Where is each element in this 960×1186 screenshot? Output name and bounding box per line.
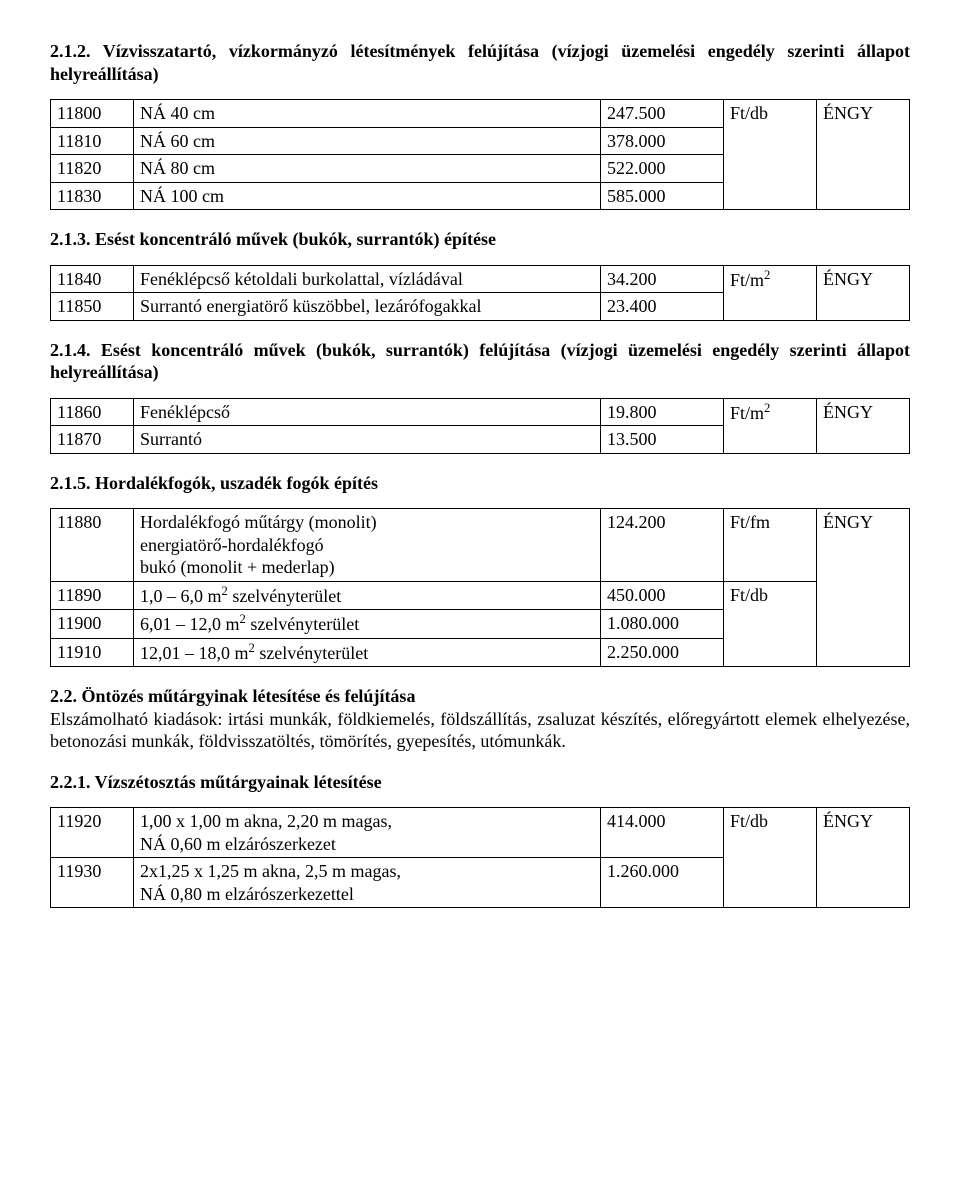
cell-code: 11820 bbox=[51, 155, 134, 183]
cell-code: 11890 bbox=[51, 581, 134, 610]
cell-source: ÉNGY bbox=[817, 808, 910, 908]
cell-code: 11860 bbox=[51, 398, 134, 426]
section-heading-221: 2.2.1. Vízszétosztás műtárgyainak létesí… bbox=[50, 771, 910, 794]
cell-value: 1.260.000 bbox=[601, 858, 724, 908]
cell-value: 585.000 bbox=[601, 182, 724, 210]
cell-source: ÉNGY bbox=[817, 265, 910, 320]
cell-unit: Ft/m2 bbox=[724, 265, 817, 320]
table-215: 11880 Hordalékfogó műtárgy (monolit)ener… bbox=[50, 508, 910, 667]
cell-code: 11930 bbox=[51, 858, 134, 908]
cell-desc: 12,01 – 18,0 m2 szelvényterület bbox=[134, 638, 601, 667]
cell-desc: Surrantó energiatörő küszöbbel, lezárófo… bbox=[134, 293, 601, 321]
cell-unit: Ft/db bbox=[724, 581, 817, 667]
cell-value: 2.250.000 bbox=[601, 638, 724, 667]
cell-value: 124.200 bbox=[601, 509, 724, 582]
cell-code: 11830 bbox=[51, 182, 134, 210]
section-heading-214: 2.1.4. Esést koncentráló művek (bukók, s… bbox=[50, 339, 910, 384]
cell-source: ÉNGY bbox=[817, 509, 910, 667]
cell-value: 414.000 bbox=[601, 808, 724, 858]
cell-desc: NÁ 40 cm bbox=[134, 100, 601, 128]
cell-desc: Surrantó bbox=[134, 426, 601, 454]
cell-desc: Hordalékfogó műtárgy (monolit)energiatör… bbox=[134, 509, 601, 582]
table-row: 11840 Fenéklépcső kétoldali burkolattal,… bbox=[51, 265, 910, 293]
cell-value: 247.500 bbox=[601, 100, 724, 128]
cell-value: 19.800 bbox=[601, 398, 724, 426]
table-row: 11880 Hordalékfogó műtárgy (monolit)ener… bbox=[51, 509, 910, 582]
cell-value: 522.000 bbox=[601, 155, 724, 183]
cell-desc: NÁ 60 cm bbox=[134, 127, 601, 155]
cell-desc: 1,00 x 1,00 m akna, 2,20 m magas,NÁ 0,60… bbox=[134, 808, 601, 858]
table-row: 11860 Fenéklépcső 19.800 Ft/m2 ÉNGY bbox=[51, 398, 910, 426]
cell-code: 11810 bbox=[51, 127, 134, 155]
cell-code: 11850 bbox=[51, 293, 134, 321]
cell-code: 11900 bbox=[51, 610, 134, 639]
cell-code: 11920 bbox=[51, 808, 134, 858]
cell-code: 11880 bbox=[51, 509, 134, 582]
cell-desc: Fenéklépcső kétoldali burkolattal, vízlá… bbox=[134, 265, 601, 293]
cell-unit: Ft/fm bbox=[724, 509, 817, 582]
section-heading-212: 2.1.2. Vízvisszatartó, vízkormányzó léte… bbox=[50, 40, 910, 85]
cell-desc: NÁ 100 cm bbox=[134, 182, 601, 210]
cell-code: 11840 bbox=[51, 265, 134, 293]
cell-value: 23.400 bbox=[601, 293, 724, 321]
section-22: 2.2. Öntözés műtárgyinak létesítése és f… bbox=[50, 685, 910, 753]
cell-unit: Ft/db bbox=[724, 808, 817, 908]
cell-desc: Fenéklépcső bbox=[134, 398, 601, 426]
table-row: 11800 NÁ 40 cm 247.500 Ft/db ÉNGY bbox=[51, 100, 910, 128]
section-heading-213: 2.1.3. Esést koncentráló művek (bukók, s… bbox=[50, 228, 910, 251]
cell-value: 1.080.000 bbox=[601, 610, 724, 639]
cell-source: ÉNGY bbox=[817, 398, 910, 453]
section-heading-215: 2.1.5. Hordalékfogók, uszadék fogók épít… bbox=[50, 472, 910, 495]
cell-code: 11800 bbox=[51, 100, 134, 128]
table-213: 11840 Fenéklépcső kétoldali burkolattal,… bbox=[50, 265, 910, 321]
cell-code: 11870 bbox=[51, 426, 134, 454]
cell-unit: Ft/m2 bbox=[724, 398, 817, 453]
cell-code: 11910 bbox=[51, 638, 134, 667]
cell-desc: NÁ 80 cm bbox=[134, 155, 601, 183]
section-heading-22: 2.2. Öntözés műtárgyinak létesítése és f… bbox=[50, 686, 415, 706]
cell-value: 34.200 bbox=[601, 265, 724, 293]
table-212: 11800 NÁ 40 cm 247.500 Ft/db ÉNGY 11810 … bbox=[50, 99, 910, 210]
cell-value: 378.000 bbox=[601, 127, 724, 155]
cell-desc: 1,0 – 6,0 m2 szelvényterület bbox=[134, 581, 601, 610]
cell-source: ÉNGY bbox=[817, 100, 910, 210]
cell-value: 450.000 bbox=[601, 581, 724, 610]
cell-desc: 6,01 – 12,0 m2 szelvényterület bbox=[134, 610, 601, 639]
table-214: 11860 Fenéklépcső 19.800 Ft/m2 ÉNGY 1187… bbox=[50, 398, 910, 454]
table-row: 11890 1,0 – 6,0 m2 szelvényterület 450.0… bbox=[51, 581, 910, 610]
section-body-22: Elszámolható kiadások: irtási munkák, fö… bbox=[50, 709, 910, 752]
cell-unit: Ft/db bbox=[724, 100, 817, 210]
cell-desc: 2x1,25 x 1,25 m akna, 2,5 m magas,NÁ 0,8… bbox=[134, 858, 601, 908]
table-221: 11920 1,00 x 1,00 m akna, 2,20 m magas,N… bbox=[50, 807, 910, 908]
table-row: 11920 1,00 x 1,00 m akna, 2,20 m magas,N… bbox=[51, 808, 910, 858]
cell-value: 13.500 bbox=[601, 426, 724, 454]
